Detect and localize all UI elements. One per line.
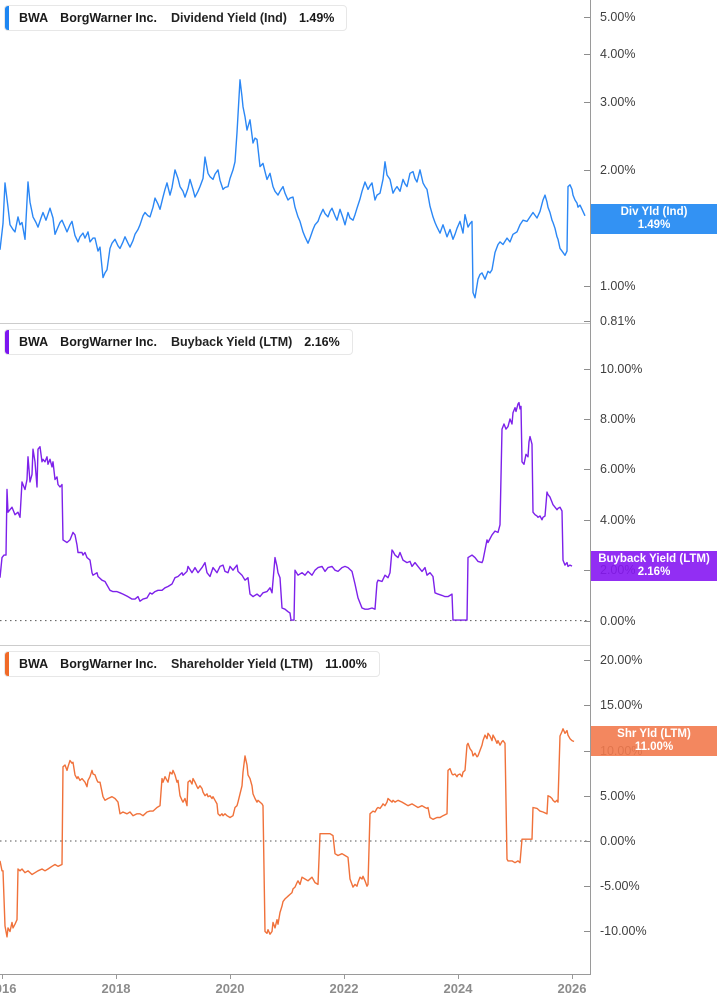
y-axis-tick-label: 15.00% (600, 698, 643, 712)
metric-label: Dividend Yield (Ind) (170, 11, 287, 25)
panel-separator (0, 323, 590, 324)
badge-metric-label: Buyback Yield (LTM) (598, 553, 710, 565)
badge-value-label: 11.00% (634, 741, 674, 753)
y-axis-tick-label: 8.00% (600, 412, 636, 426)
y-axis-tick-label: -5.00% (600, 879, 640, 893)
y-axis-tick-label: 1.00% (600, 279, 636, 293)
y-axis-tick-label: 20.00% (600, 653, 643, 667)
panel-separator (0, 645, 590, 646)
dividend-yield-panel: 5.00% 4.00% 3.00% 2.00% 1.00% 0.81% Div Yld (… (0, 0, 717, 328)
metric-value-label: 11.00% (325, 657, 367, 671)
x-axis-tick (458, 974, 459, 979)
metric-value-label: 1.49% (298, 11, 335, 25)
x-axis-year-label: 2024 (443, 981, 473, 996)
bottom-axis-line (0, 974, 591, 975)
legend-accent-bar (5, 652, 9, 676)
badge-metric-label: Shr Yld (LTM) (617, 728, 691, 740)
buyback-yield-plot (0, 401, 590, 622)
buyback-yield-legend-chip[interactable]: BWA BorgWarner Inc. Buyback Yield (LTM) … (4, 329, 353, 355)
shareholder-yield-plot (0, 728, 590, 938)
x-axis-tick (344, 974, 345, 979)
x-axis-tick (116, 974, 117, 979)
dividend-yield-plot (0, 79, 586, 299)
x-axis-year-label: 2022 (329, 981, 359, 996)
legend-accent-bar (5, 330, 9, 354)
dividend-yield-legend-chip[interactable]: BWA BorgWarner Inc. Dividend Yield (Ind)… (4, 5, 348, 31)
y-axis-tick-label: 3.00% (600, 95, 636, 109)
shareholder-yield-panel: 20.00%15.00%10.00%5.00%0.00%-5.00%-10.00… (0, 645, 717, 974)
buyback-yield-last-value-badge: Buyback Yield (LTM) 2.16% (591, 551, 717, 581)
badge-value-label: 2.16% (637, 566, 671, 578)
ticker-label: BWA (19, 335, 49, 349)
y-axis-tick-label: 5.00% (600, 789, 636, 803)
metric-value-label: 2.16% (304, 335, 340, 349)
legend-accent-bar (5, 6, 9, 30)
dividend-yield-last-value-badge: Div Yld (Ind) 1.49% (591, 204, 717, 234)
company-label: BorgWarner Inc. (60, 657, 157, 671)
metric-label: Shareholder Yield (LTM) (170, 657, 314, 671)
x-axis-tick (230, 974, 231, 979)
y-axis-tick-label: 0.00% (600, 614, 636, 628)
buyback-yield-panel: 10.00%8.00%6.00%4.00%2.00%0.00% Buyback … (0, 323, 717, 645)
buyback-yield-line (0, 401, 573, 621)
dividend-yield-line (0, 79, 586, 299)
x-axis-tick (572, 974, 573, 979)
y-axis-tick-label: -10.00% (600, 924, 647, 938)
metric-label: Buyback Yield (LTM) (170, 335, 293, 349)
x-axis-year-label: 2026 (557, 981, 587, 996)
shareholder-yield-line (0, 728, 575, 938)
shareholder-yield-last-value-badge: Shr Yld (LTM) 11.00% (591, 726, 717, 756)
y-axis-tick-label: 2.00% (600, 163, 636, 177)
right-axis-line (590, 0, 591, 975)
x-axis-year-label: 2020 (215, 981, 245, 996)
y-axis-tick-label: 5.00% (600, 10, 636, 24)
y-axis-tick-label: 0.00% (600, 834, 636, 848)
y-axis-tick-label: 6.00% (600, 462, 636, 476)
x-axis-year-label: 2016 (0, 981, 17, 996)
company-label: BorgWarner Inc. (60, 11, 157, 25)
badge-value-label: 1.49% (637, 219, 671, 231)
company-label: BorgWarner Inc. (60, 335, 157, 349)
badge-metric-label: Div Yld (Ind) (620, 206, 688, 218)
y-axis-tick-label: 10.00% (600, 362, 643, 376)
ticker-label: BWA (19, 11, 49, 25)
ticker-label: BWA (19, 657, 49, 671)
y-axis-tick-label: 4.00% (600, 47, 636, 61)
shareholder-yield-legend-chip[interactable]: BWA BorgWarner Inc. Shareholder Yield (L… (4, 651, 380, 677)
y-axis-tick-label: 4.00% (600, 513, 636, 527)
x-axis-tick (2, 974, 3, 979)
x-axis-year-label: 2018 (101, 981, 131, 996)
